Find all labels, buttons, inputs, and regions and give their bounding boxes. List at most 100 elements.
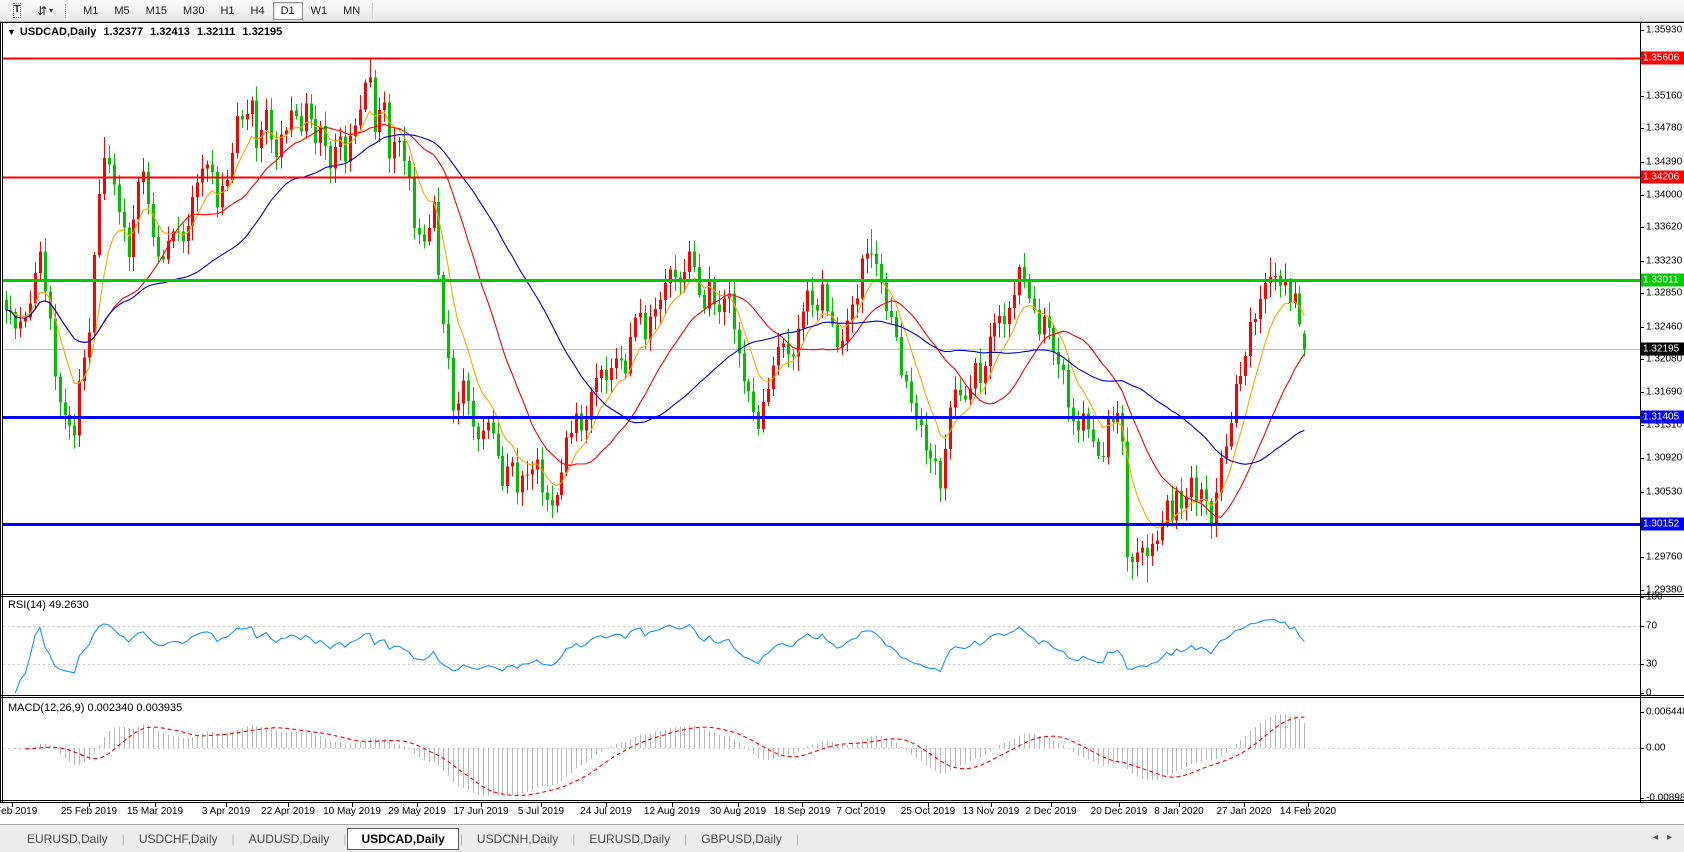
text-tool-icon: T: [12, 3, 22, 18]
price-tick-label: 1.30530: [1646, 486, 1683, 498]
timeframe-button-M5[interactable]: M5: [114, 4, 130, 17]
level-price-badge: 1.35606: [1641, 51, 1684, 65]
level-price-badge: 1.30152: [1641, 517, 1684, 531]
date-axis-label: 3 Apr 2019: [201, 806, 251, 817]
panel-borders: [0, 22, 1684, 803]
price-tick-label: 1.35930: [1646, 24, 1683, 36]
arrange-arrows-icon: ⇵: [37, 3, 48, 18]
price-tick-label: 1.33620: [1646, 221, 1683, 233]
toolbar-divider: [372, 2, 374, 19]
chart-tab-USDCNH-Daily[interactable]: USDCNH,Daily: [476, 831, 559, 846]
quote-open: 1.32377: [103, 26, 144, 38]
date-axis-label: 17 Jun 2019: [453, 806, 509, 817]
timeframe-button-MN[interactable]: MN: [343, 4, 361, 17]
chart-tab-EURUSD-Daily[interactable]: EURUSD,Daily: [589, 831, 671, 846]
price-tick-label: 1.30920: [1646, 452, 1683, 464]
price-tick-label: 1.32460: [1646, 321, 1683, 333]
price-axis-ticks: [12, 30, 1644, 807]
macd-signal-line: [25, 716, 1305, 797]
tab-separator: |: [795, 831, 800, 846]
rsi-axis-label: 100: [1646, 591, 1663, 603]
quote-high: 1.32413: [150, 26, 190, 38]
text-label-tool-button[interactable]: T: [5, 2, 29, 20]
price-tick-label: 1.31690: [1646, 386, 1683, 398]
chart-tab-USDCHF-Daily[interactable]: USDCHF,Daily: [138, 831, 218, 846]
ma-fast-line: [5, 110, 1305, 529]
timeframe-button-W1[interactable]: W1: [310, 4, 328, 17]
macd-axis-label: 0.006448: [1646, 706, 1684, 718]
tab-separator: |: [121, 831, 125, 846]
timeframe-button-group: M1 M5 M15 M30 H1 H4 D1 W1 MN: [75, 1, 368, 20]
tab-scroll-right-icon[interactable]: ▸: [1666, 832, 1672, 843]
date-axis-label: 13 Nov 2019: [962, 806, 1020, 817]
macd-histogram: [3, 714, 1640, 797]
level-price-badge: 1.34206: [1641, 170, 1684, 184]
macd-label: MACD(12,26,9) 0.002340 0.003935: [8, 702, 183, 714]
chevron-down-icon: ▾: [49, 6, 54, 15]
chart-tabbar: EURUSD,Daily | USDCHF,Daily | AUDUSD,Daily | U…: [0, 824, 1684, 852]
date-axis-label: 2 Dec 2019: [1025, 806, 1077, 817]
rsi-line: [14, 619, 1305, 694]
date-axis-label: 18 Sep 2019: [773, 806, 831, 817]
rsi-axis-label: 70: [1646, 620, 1658, 632]
price-tick-label: 1.35160: [1646, 90, 1683, 102]
candles-layer: [5, 59, 1306, 583]
date-axis-label: 15 Mar 2019: [126, 806, 184, 817]
tab-scroll-left-icon[interactable]: ◂: [1652, 832, 1658, 843]
date-axis-label: 24 Jul 2019: [580, 806, 632, 817]
arrange-windows-button[interactable]: ⇵ ▾: [29, 2, 61, 20]
macd-axis-label: 0.00: [1646, 742, 1666, 754]
date-axis-label: 6 Feb 2019: [0, 806, 38, 817]
price-tick-label: 1.31310: [1646, 419, 1683, 431]
tab-separator: |: [231, 831, 235, 846]
level-price-badge: 1.31405: [1641, 410, 1684, 424]
chart-tab-USDCAD-Daily[interactable]: USDCAD,Daily: [347, 827, 459, 850]
chart-title: ▼ USDCAD,Daily 1.32377 1.32413 1.32111 1.3219…: [7, 26, 282, 38]
price-tick-label: 1.32850: [1646, 287, 1683, 299]
price-tick-label: 1.34390: [1646, 156, 1683, 168]
level-lines-layer: [3, 57, 1640, 526]
tab-separator: |: [459, 831, 463, 846]
quote-close: 1.32195: [242, 26, 283, 38]
timeframe-button-H1[interactable]: H1: [220, 4, 235, 17]
toolbar-grip: [65, 3, 69, 18]
price-tick-label: 1.29760: [1646, 551, 1683, 563]
quote-low: 1.32111: [196, 26, 236, 38]
tab-separator: |: [572, 831, 576, 846]
rsi-axis-label: 30: [1646, 658, 1658, 670]
macd-axis-label: -0.008982: [1646, 792, 1684, 804]
ma-mid-line: [5, 123, 1305, 518]
timeframe-button-M30[interactable]: M30: [183, 4, 205, 17]
tab-separator: |: [684, 831, 688, 846]
chart-tab-AUDUSD-Daily[interactable]: AUDUSD,Daily: [248, 831, 330, 846]
date-axis-label: 7 Oct 2019: [836, 806, 886, 817]
price-tick-label: 1.29380: [1646, 584, 1683, 596]
date-axis-label: 12 Aug 2019: [643, 806, 701, 817]
date-axis-label: 22 Apr 2019: [261, 806, 315, 817]
date-axis-label: 20 Dec 2019: [1090, 806, 1148, 817]
toolbar: T ⇵ ▾ M1 M5 M15 M30 H1 H4 D1 W1 MN: [0, 0, 1684, 22]
chart-symbol-label: USDCAD,Daily: [19, 26, 97, 38]
price-tick-label: 1.34780: [1646, 122, 1683, 134]
current-price-badge: 1.32195: [1641, 342, 1684, 356]
date-axis-label: 29 May 2019: [388, 806, 446, 817]
date-axis-label: 25 Feb 2019: [60, 806, 118, 817]
date-axis-label: 30 Aug 2019: [709, 806, 767, 817]
timeframe-button-M1[interactable]: M1: [83, 4, 99, 17]
ma-slow-line: [5, 134, 1305, 465]
chart-tab-GBPUSD-Daily[interactable]: GBPUSD,Daily: [701, 831, 782, 846]
date-axis-label: 25 Oct 2019: [900, 806, 956, 817]
price-tick-label: 1.32080: [1646, 353, 1683, 365]
level-price-badge: 1.33011: [1641, 273, 1684, 287]
chart-dropdown-icon[interactable]: ▼: [7, 27, 16, 37]
price-tick-label: 1.33230: [1646, 255, 1683, 267]
tab-separator: |: [343, 831, 347, 846]
chart-tab-EURUSD-Daily[interactable]: EURUSD,Daily: [27, 831, 108, 846]
timeframe-button-M15[interactable]: M15: [145, 4, 168, 17]
tab-scroll-arrows: ◂ ▸: [1653, 832, 1672, 843]
date-axis-label: 5 Jul 2019: [517, 806, 565, 817]
timeframe-button-D1[interactable]: D1: [272, 1, 303, 20]
timeframe-button-H4[interactable]: H4: [250, 4, 265, 17]
date-axis-label: 14 Feb 2020: [1279, 806, 1337, 817]
